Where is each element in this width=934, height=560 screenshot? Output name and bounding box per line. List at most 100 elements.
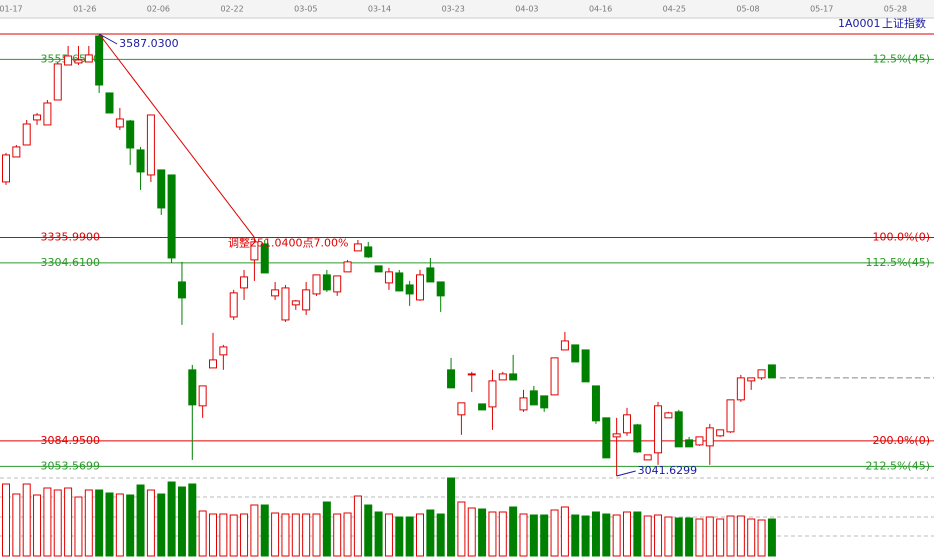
candle-body: [271, 289, 280, 297]
candle-body: [105, 92, 114, 114]
low-label: 3041.6299: [638, 464, 698, 477]
volume-bar: [509, 506, 518, 557]
candle-body: [353, 243, 362, 252]
volume-bar: [767, 518, 776, 557]
candle-body: [633, 424, 642, 453]
adjust-line: [98, 33, 255, 238]
candle-body: [726, 399, 735, 433]
candle-body: [343, 261, 352, 273]
candle-body: [229, 292, 238, 318]
candle-body: [643, 454, 652, 461]
volume-bar: [353, 495, 362, 557]
volume-bar: [384, 513, 393, 557]
level-price: 3053.5699: [41, 459, 101, 472]
date-tick: 01-26: [73, 5, 96, 14]
candle-body: [84, 54, 93, 63]
volume-bar: [22, 483, 31, 557]
volume-bar: [84, 489, 93, 557]
volume-bar: [281, 513, 290, 557]
candle-body: [602, 417, 611, 459]
candle-body: [2, 154, 10, 183]
candle-body: [674, 411, 683, 448]
volume-bar: [157, 493, 166, 557]
candle-body: [550, 357, 559, 396]
candle-body: [488, 380, 497, 408]
candle-body: [22, 123, 31, 146]
volume-bar: [260, 504, 269, 557]
candle-body: [209, 359, 217, 369]
candle-body: [74, 59, 83, 64]
volume-bar: [612, 514, 621, 557]
date-tick: 03-05: [294, 5, 317, 14]
volume-bar: [726, 515, 735, 557]
volume-bar: [426, 509, 435, 557]
candle-body: [467, 373, 476, 376]
candle-body: [53, 63, 62, 101]
volume-bar: [405, 516, 414, 557]
volume-bar: [43, 487, 52, 557]
volume-bar: [529, 514, 538, 557]
level-ratio: 100.0%(0): [872, 230, 930, 243]
volume-bar: [550, 509, 559, 557]
date-tick: 04-16: [589, 5, 612, 14]
volume-bar: [695, 518, 704, 557]
index-name: 上证指数: [882, 16, 926, 30]
volume-bar: [674, 517, 683, 557]
date-tick: 05-17: [810, 5, 833, 14]
volume-bar: [53, 489, 62, 557]
volume-bar: [416, 513, 424, 557]
candle-body: [436, 281, 445, 297]
volume-bar: [302, 513, 311, 557]
candle-body: [767, 364, 776, 379]
volume-bar: [623, 511, 631, 557]
high-pointer: [98, 33, 118, 45]
candle-body: [747, 377, 756, 382]
volume-bar: [705, 516, 714, 557]
volume-bar: [747, 518, 756, 557]
candle-body: [219, 346, 228, 356]
date-tick: 04-25: [663, 5, 686, 14]
volume-bar: [467, 507, 476, 557]
high-label: 3587.0300: [119, 37, 178, 50]
volume-bar: [395, 516, 404, 557]
volume-bar: [343, 512, 352, 557]
candle-body: [664, 412, 673, 419]
volume-bar: [498, 511, 507, 557]
volume-bar: [488, 511, 497, 557]
candle-body: [654, 405, 663, 454]
volume-bar: [240, 513, 249, 557]
candle-body: [571, 344, 580, 363]
candle-body: [612, 433, 621, 438]
volume-bar: [602, 513, 611, 557]
candle-body: [405, 284, 414, 295]
candle-body: [623, 414, 631, 434]
date-tick: 03-23: [442, 5, 465, 14]
volume-bar: [74, 496, 83, 557]
level-price: 3084.9500: [41, 434, 101, 447]
candle-body: [33, 114, 42, 121]
volume-bar: [757, 519, 766, 557]
candle-body: [43, 102, 52, 126]
candle-body: [95, 35, 104, 86]
candle-body: [312, 274, 321, 295]
date-tick: 05-08: [736, 5, 759, 14]
volume-bar: [560, 506, 569, 557]
candle-body: [736, 377, 745, 401]
volume-bar: [136, 484, 145, 557]
candle-body: [695, 436, 704, 446]
volume-bar: [643, 515, 652, 557]
candle-body: [581, 349, 590, 383]
level-price: 3335.9900: [41, 230, 101, 243]
volume-bar: [478, 508, 487, 557]
volume-bar: [457, 501, 466, 557]
volume-bar: [312, 513, 321, 557]
volume-bar: [374, 511, 383, 557]
candle-body: [167, 174, 176, 259]
volume-bar: [188, 483, 197, 557]
candle-body: [560, 340, 569, 351]
candle-body: [529, 390, 538, 406]
volume-bar: [177, 486, 186, 557]
volume-bar: [229, 514, 238, 557]
candle-body: [478, 403, 487, 411]
